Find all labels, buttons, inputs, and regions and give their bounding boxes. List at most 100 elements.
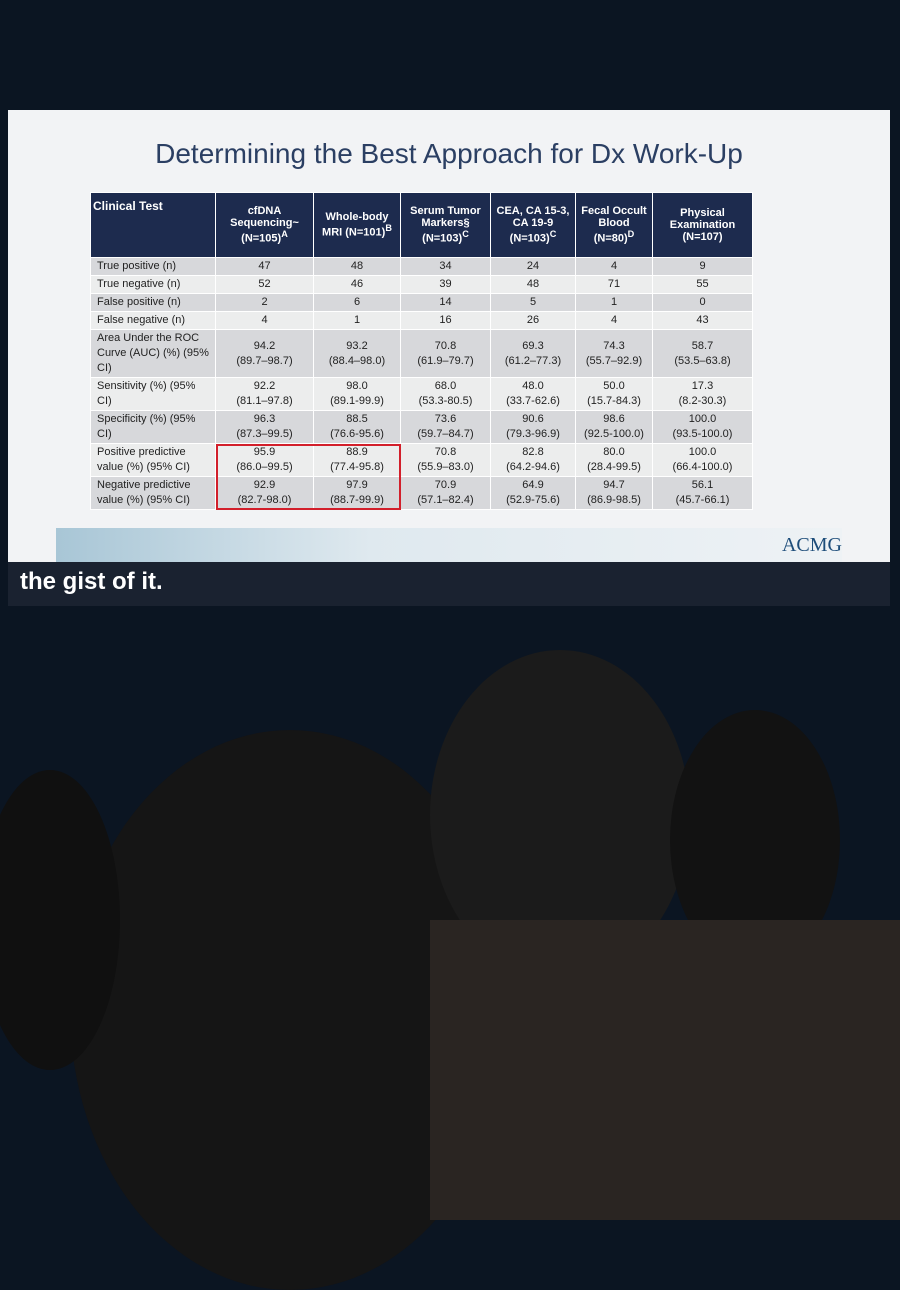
row-label: Positive predictive value (%) (95% CI) [90,443,216,477]
cell-value: 70.9 [434,479,457,491]
table-cell: 88.5 (76.6-95.6) [313,410,401,444]
table-cell: 46 [313,275,401,294]
table-cell: 68.0 (53.3-80.5) [400,377,491,411]
cell-value: 2 [261,296,268,308]
cell-ci: (55.7–92.9) [585,354,643,367]
cell-value: 48 [526,278,540,290]
table-row: Sensitivity (%) (95% CI) 92.2 (81.1–97.8) 9… [90,377,753,411]
table-cell: 48 [313,257,401,276]
table-cell: 6 [313,293,401,312]
header-superscript: B [385,223,392,234]
table-cell: 90.6 (79.3-96.9) [490,410,576,444]
table-cell: 47 [215,257,314,276]
cell-value: 68.0 [434,380,457,392]
table-body: True positive (n) 47 48 34 24 4 9 True negative… [90,257,753,510]
row-label: Sensitivity (%) (95% CI) [90,377,216,411]
page: Determining the Best Approach for Dx Wor… [0,110,900,1290]
header-label: Physical Examination (N=107) [669,207,736,243]
table-cell: 5 [490,293,576,312]
cell-ci: (87.3–99.5) [236,428,293,440]
cell-ci: (66.4-100.0) [672,461,733,473]
cell-value: 88.9 [346,446,368,458]
cell-value: 16 [439,314,452,326]
cell-ci: (61.2–77.3) [504,354,562,367]
cell-value: 4 [261,314,268,326]
table-row: True positive (n) 47 48 34 24 4 9 [90,257,753,276]
table-cell: 50.0 (15.7-84.3) [575,377,653,411]
cell-value: 80.0 [603,446,625,458]
table-cell: 1 [575,293,653,312]
header-cell: CEA, CA 15-3, CA 19-9 (N=103)C [490,192,576,258]
table-cell: 2 [215,293,314,312]
cell-value: 94.7 [603,479,625,491]
cell-value: 48.0 [522,380,544,392]
cell-ci: (61.9–79.7) [417,354,474,367]
cell-ci: (93.5-100.0) [672,428,733,440]
cell-value: 52 [258,278,271,290]
cell-value: 95.9 [253,446,276,458]
row-label: False positive (n) [90,293,216,312]
cell-value: 88.5 [346,413,368,425]
row-label: Area Under the ROC Curve (AUC) (%) (95% … [90,329,216,378]
footer-banner [56,528,842,564]
cell-ci: (89.7–98.7) [236,354,293,367]
cell-ci: (15.7-84.3) [587,395,641,407]
table-cell: 43 [652,311,753,330]
cell-ci: (53.3-80.5) [418,395,473,407]
cell-value: 24 [526,260,540,272]
logo: ACMG [781,534,842,556]
cell-value: 82.8 [522,446,544,458]
table-cell: 39 [400,275,491,294]
cell-value: 92.9 [253,479,276,491]
cell-ci: (76.6-95.6) [330,428,384,440]
table-cell: 26 [490,311,576,330]
table-cell: 96.3 (87.3–99.5) [215,410,314,444]
cell-value: 6 [353,296,361,308]
cell-value: 5 [529,296,537,308]
table-cell: 4 [575,257,653,276]
table-cell: 80.0 (28.4-99.5) [575,443,653,477]
table-cell: 100.0 (93.5-100.0) [652,410,753,444]
table-row: False negative (n) 4 1 16 26 4 43 [90,311,753,330]
cell-ci: (59.7–84.7) [417,428,474,440]
header-cell: Physical Examination (N=107) [652,192,753,258]
cell-ci: (53.5–63.8) [674,354,731,367]
cell-ci: (79.3-96.9) [506,428,560,440]
results-table: Clinical Test cfDNA Sequencing~ (N=105)A W… [90,192,753,510]
table-cell: 93.2 (88.4–98.0) [313,329,401,378]
table-cell: 48.0 (33.7-62.6) [490,377,576,411]
table-cell: 55 [652,275,753,294]
table-cell: 34 [400,257,491,276]
table-cell: 74.3 (55.7–92.9) [575,329,653,378]
table-row: True negative (n) 52 46 39 48 71 55 [90,275,753,294]
table-cell: 70.8 (55.9–83.0) [400,443,491,477]
cell-ci: (86.9-98.5) [587,494,641,506]
table-cell: 92.9 (82.7-98.0) [215,476,314,510]
cell-value: 39 [439,278,452,290]
cell-ci: (89.1-99.9) [330,395,384,407]
cell-value: 64.9 [522,479,544,491]
cell-value: 1 [610,296,618,308]
row-label: False negative (n) [90,311,216,330]
table-cell: 58.7 (53.5–63.8) [652,329,753,378]
cell-value: 70.8 [434,446,457,458]
cell-ci: (52.9-75.6) [506,494,560,506]
audience-body [430,920,900,1220]
highlight-box [215,443,401,510]
cell-value: 100.0 [688,446,717,458]
cell-value: 4 [610,260,618,272]
cell-value: 9 [699,260,706,272]
header-superscript: C [462,229,469,240]
cell-ci: (88.4–98.0) [328,354,386,367]
cell-value: 74.3 [603,339,625,352]
cell-value: 69.3 [522,339,544,352]
row-label: True negative (n) [90,275,216,294]
cell-ci: (8.2-30.3) [678,395,727,407]
cell-ci: (82.7-98.0) [237,494,292,506]
cell-value: 70.8 [434,339,457,352]
table-cell: 100.0 (66.4-100.0) [652,443,753,477]
header-cell: Clinical Test [90,192,216,258]
cell-ci: (55.9–83.0) [417,461,474,473]
table-cell: 16 [400,311,491,330]
header-cell: Whole-body MRI (N=101)B [313,192,401,258]
